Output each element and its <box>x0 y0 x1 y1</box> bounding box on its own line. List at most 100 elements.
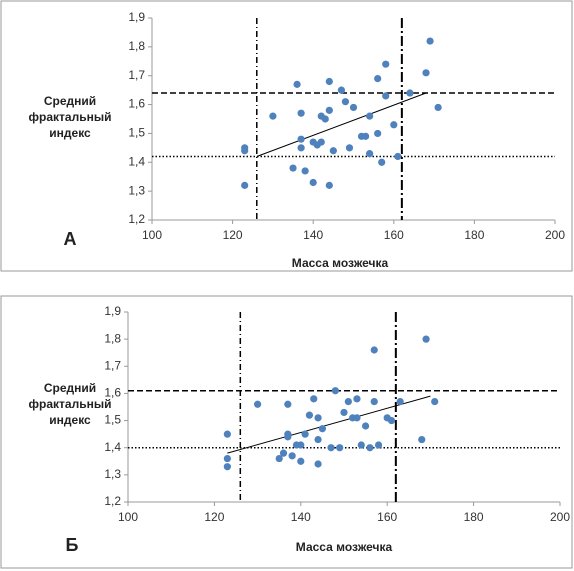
point <box>366 112 374 120</box>
point <box>284 400 292 408</box>
point <box>331 387 339 395</box>
point <box>301 167 309 175</box>
point <box>325 106 333 114</box>
point <box>293 80 301 88</box>
panel-label: Б <box>66 535 79 555</box>
point <box>341 98 350 106</box>
x-axis-label: Масса мозжечка <box>296 540 393 554</box>
y-tick-label: 1,7 <box>104 358 121 372</box>
y-tick-label: 1,4 <box>128 154 145 168</box>
x-tick-label: 100 <box>142 228 162 242</box>
x-axis-label: Масса мозжечка <box>292 256 389 270</box>
y-tick-label: 1,9 <box>128 10 145 24</box>
point <box>353 395 361 403</box>
point <box>254 400 262 408</box>
y-axis-label: Средний <box>44 94 96 108</box>
point <box>422 335 430 343</box>
y-axis-label: фрактальный <box>29 397 112 411</box>
y-tick-label: 1,3 <box>128 183 145 197</box>
y-axis-label: индекс <box>49 413 91 427</box>
y-tick-label: 1,3 <box>104 467 121 481</box>
y-tick-label: 1,5 <box>128 126 145 140</box>
point <box>297 457 305 465</box>
point <box>362 422 370 430</box>
y-axis-label: фрактальный <box>29 110 112 124</box>
y-tick-label: 1,8 <box>104 331 121 345</box>
x-tick-label: 120 <box>204 510 224 524</box>
point <box>318 425 326 433</box>
x-tick-label: 120 <box>223 228 243 242</box>
point <box>284 433 292 441</box>
y-tick-label: 1,2 <box>128 212 145 226</box>
point <box>374 441 383 449</box>
point <box>357 441 365 449</box>
x-tick-label: 140 <box>303 228 323 242</box>
point <box>396 397 404 406</box>
point <box>327 444 335 452</box>
y-tick-label: 1,8 <box>128 39 145 53</box>
point <box>336 444 344 452</box>
point <box>353 414 361 422</box>
x-tick-label: 140 <box>291 510 311 524</box>
point <box>269 112 277 120</box>
point <box>426 37 434 45</box>
point <box>241 181 249 189</box>
y-tick-label: 1,6 <box>104 386 121 400</box>
point <box>418 435 426 444</box>
point <box>340 408 348 417</box>
point <box>297 109 305 117</box>
point <box>344 397 352 406</box>
y-tick-label: 1,9 <box>104 304 121 318</box>
x-tick-label: 200 <box>550 510 570 524</box>
x-tick-label: 180 <box>464 228 484 242</box>
y-tick-label: 1,7 <box>128 68 145 82</box>
y-axis-label: индекс <box>49 126 91 140</box>
point <box>325 77 333 86</box>
point <box>422 69 430 77</box>
point <box>317 138 325 146</box>
point <box>394 152 402 161</box>
point <box>275 454 283 463</box>
point <box>366 150 374 158</box>
point <box>297 135 305 143</box>
point <box>337 86 346 94</box>
y-axis-label: Средний <box>44 381 96 395</box>
point <box>374 75 382 83</box>
point <box>301 430 309 438</box>
point <box>309 178 317 187</box>
point <box>361 132 370 140</box>
panel-label: А <box>64 229 77 249</box>
trend-line <box>256 92 427 157</box>
y-tick-label: 1,4 <box>104 440 121 454</box>
point <box>241 147 249 155</box>
point <box>382 92 390 100</box>
point <box>297 441 305 449</box>
point <box>223 430 231 438</box>
point <box>223 454 231 463</box>
point <box>349 103 358 112</box>
panel-frame <box>0 0 573 272</box>
point <box>305 411 314 419</box>
y-tick-label: 1,2 <box>104 494 121 508</box>
x-tick-label: 160 <box>384 228 404 242</box>
x-tick-label: 200 <box>545 228 565 242</box>
point <box>345 144 354 152</box>
point <box>329 147 337 155</box>
point <box>321 115 329 123</box>
point <box>289 164 297 172</box>
point <box>390 121 398 129</box>
point <box>325 181 333 189</box>
point <box>314 460 322 468</box>
point <box>434 103 442 112</box>
point <box>370 397 378 406</box>
point <box>223 463 231 471</box>
trend-line <box>227 395 431 454</box>
point <box>370 346 378 354</box>
point <box>288 452 296 460</box>
x-tick-label: 100 <box>118 510 138 524</box>
point <box>314 435 322 444</box>
y-tick-label: 1,6 <box>128 97 145 111</box>
y-tick-label: 1,5 <box>104 413 121 427</box>
point <box>374 129 382 138</box>
